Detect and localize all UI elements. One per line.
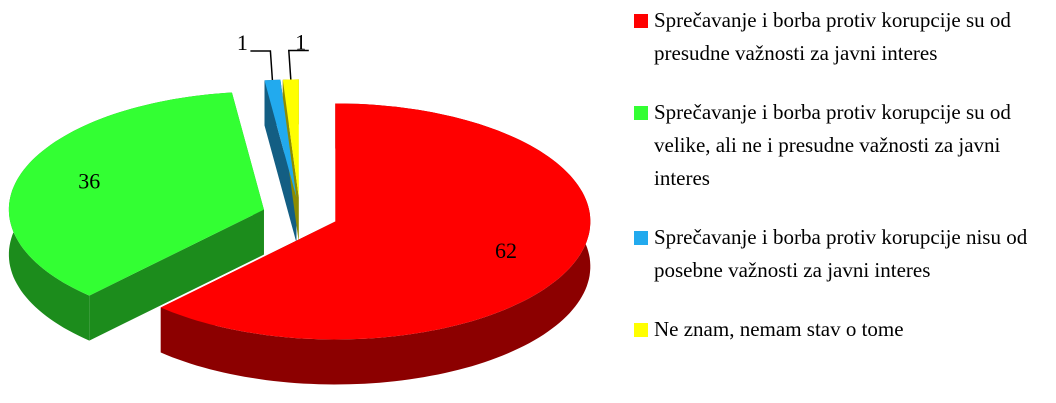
legend-swatch [634, 14, 648, 28]
legend-swatch [634, 323, 648, 337]
slice [264, 79, 297, 198]
legend-label: Ne znam, nemam stav o tome [654, 317, 904, 341]
legend-swatch [634, 106, 648, 120]
legend-swatch [634, 231, 648, 245]
legend-item: Sprečavanje i borba protiv korupcije su … [632, 96, 1052, 195]
legend-item: Sprečavanje i borba protiv korupcije nis… [632, 221, 1052, 287]
data-label: 1 [295, 30, 306, 55]
legend-item: Ne znam, nemam stav o tome [632, 313, 1052, 346]
data-label: 36 [78, 168, 100, 193]
slice [160, 103, 591, 340]
slice [282, 79, 299, 198]
legend-label: Sprečavanje i borba protiv korupcije su … [654, 100, 1011, 190]
legend-item: Sprečavanje i borba protiv korupcije su … [632, 4, 1052, 70]
slice-cut [89, 209, 264, 341]
data-label: 62 [495, 238, 517, 263]
legend-label: Sprečavanje i borba protiv korupcije su … [654, 8, 1011, 65]
legend: Sprečavanje i borba protiv korupcije su … [632, 4, 1052, 372]
chart: 62 36 1 1 [8, 30, 591, 385]
leader-line [287, 49, 309, 80]
leader-line [250, 50, 274, 81]
slice-side [160, 103, 591, 385]
slice [8, 92, 264, 296]
data-label: 1 [237, 30, 248, 55]
legend-label: Sprečavanje i borba protiv korupcije nis… [654, 225, 1028, 282]
